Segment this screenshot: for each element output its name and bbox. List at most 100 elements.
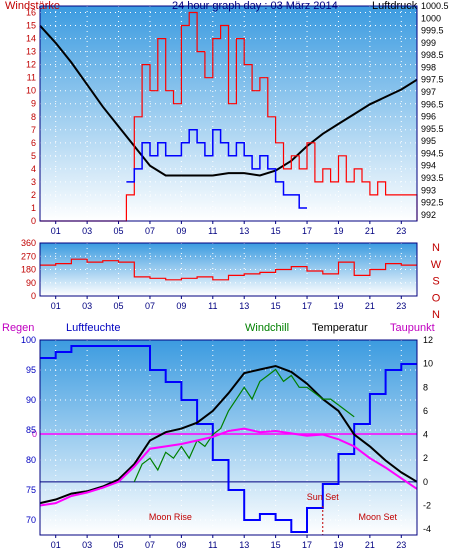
x-tick-label: 23	[396, 540, 406, 550]
x-tick-label: 13	[239, 226, 249, 236]
x-tick-label: 09	[176, 540, 186, 550]
x-tick-label: 23	[396, 226, 406, 236]
x-tick-label: 23	[396, 301, 406, 311]
wind-gust-line	[40, 11, 418, 222]
x-tick-label: 07	[145, 301, 155, 311]
compass-label: N	[432, 309, 440, 321]
wind-y-tick: 16	[26, 8, 36, 18]
x-tick-label: 09	[176, 301, 186, 311]
humidity-y-tick: 75	[26, 485, 36, 495]
pressure-y-tick: 998	[421, 62, 436, 72]
x-tick-label: 11	[208, 301, 217, 311]
temperature-y-tick: -4	[423, 524, 431, 534]
wind-y-tick: 14	[26, 34, 36, 44]
direction-y-tick: 0	[31, 291, 36, 301]
wind-direction-line	[40, 258, 417, 281]
wind-y-tick: 9	[31, 99, 36, 109]
pressure-y-tick: 995.5	[421, 124, 444, 134]
temperature-y-tick: 6	[423, 406, 428, 416]
wind-y-tick: 2	[31, 190, 36, 200]
wind-y-tick: 6	[31, 138, 36, 148]
humidity-y-tick: 95	[26, 365, 36, 375]
humidity-y-tick: 90	[26, 395, 36, 405]
direction-y-tick: 360	[21, 238, 36, 248]
wind-y-tick: 15	[26, 21, 36, 31]
x-tick-label: 21	[365, 301, 375, 311]
x-tick-label: 11	[208, 226, 217, 236]
pressure-y-tick: 994.5	[421, 148, 444, 158]
direction-y-tick: 90	[26, 278, 36, 288]
wind-y-tick: 11	[27, 73, 36, 83]
pressure-y-tick: 993	[421, 185, 436, 195]
x-tick-label: 15	[271, 226, 281, 236]
wind-mean-line	[126, 129, 307, 209]
x-tick-label: 01	[51, 301, 61, 311]
dewpoint-legend-label: Taupunkt	[390, 322, 435, 334]
wind-axis-title: Windstärke	[5, 0, 60, 12]
x-tick-label: 17	[302, 540, 312, 550]
wind-pressure-frame	[39, 5, 418, 222]
humidity-y-tick: 70	[26, 515, 36, 525]
temperature-y-tick: 0	[423, 477, 428, 487]
humidity-y-tick: 80	[26, 455, 36, 465]
x-tick-label: 09	[176, 226, 186, 236]
x-tick-label: 15	[271, 301, 281, 311]
compass-label: W	[431, 259, 442, 271]
pressure-y-tick: 993.5	[421, 173, 444, 183]
pressure-y-tick: 999.5	[421, 26, 444, 36]
x-tick-label: 19	[333, 226, 343, 236]
wind-direction-frame	[39, 242, 418, 297]
wind-y-tick: 7	[31, 125, 36, 135]
rain-legend-label: Regen	[2, 322, 34, 334]
wind-y-tick: 1	[31, 203, 36, 213]
pressure-y-tick: 1000.5	[421, 1, 449, 11]
temperature-panel	[40, 340, 417, 535]
temperature-legend-label: Temperatur	[312, 322, 368, 334]
wind-y-tick: 5	[31, 151, 36, 161]
axis-tick-labels: 012345678910111213141516992992.5993993.5…	[21, 1, 449, 550]
humidity-line	[40, 345, 417, 533]
temperature-y-tick: 2	[423, 453, 428, 463]
x-tick-label: 05	[114, 226, 124, 236]
compass-label: N	[432, 242, 440, 254]
pressure-y-tick: 998.5	[421, 50, 444, 60]
pressure-y-tick: 996.5	[421, 99, 444, 109]
pressure-line	[39, 25, 418, 177]
windchill-line	[133, 368, 355, 483]
x-tick-label: 01	[51, 540, 61, 550]
wind-y-tick: 12	[26, 60, 36, 70]
x-tick-label: 21	[365, 540, 375, 550]
sun-moon-annotation: Sun Set	[307, 492, 340, 502]
x-tick-label: 01	[51, 226, 61, 236]
humidity-y-tick: 100	[21, 335, 36, 345]
x-tick-label: 03	[82, 540, 92, 550]
chart-series	[39, 11, 418, 533]
dewpoint-line	[39, 427, 418, 507]
pressure-y-tick: 992	[421, 210, 436, 220]
pressure-y-tick: 992.5	[421, 198, 444, 208]
humidity-legend-label: Luftfeuchte	[66, 322, 120, 334]
direction-y-tick: 270	[21, 251, 36, 261]
sun-moon-annotation: Moon Rise	[149, 512, 192, 522]
x-tick-label: 11	[208, 540, 217, 550]
pressure-y-tick: 995	[421, 136, 436, 146]
pressure-y-tick: 997.5	[421, 75, 444, 85]
temperature-y-tick: 4	[423, 430, 428, 440]
wind-y-tick: 13	[26, 47, 36, 57]
x-tick-label: 13	[239, 540, 249, 550]
temperature-line	[39, 364, 418, 505]
x-tick-label: 03	[82, 226, 92, 236]
wind-y-tick: 4	[31, 164, 36, 174]
x-tick-label: 19	[333, 301, 343, 311]
x-tick-label: 21	[365, 226, 375, 236]
compass-label: O	[432, 292, 441, 304]
temperature-y-tick: 12	[423, 335, 433, 345]
pressure-y-tick: 999	[421, 38, 436, 48]
temperature-frame	[39, 339, 418, 536]
direction-y-tick: 180	[21, 265, 36, 275]
windchill-legend-label: Windchill	[245, 322, 289, 334]
x-tick-label: 03	[82, 301, 92, 311]
rain-axis-zero: 0	[32, 429, 37, 439]
